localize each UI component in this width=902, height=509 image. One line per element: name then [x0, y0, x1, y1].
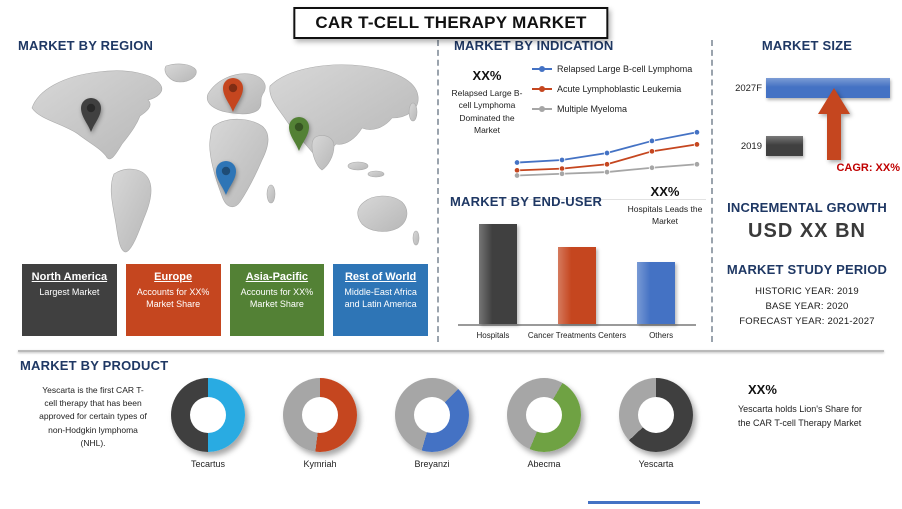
indication-legend: Relapsed Large B-cell Lymphoma Acute Lym…	[532, 64, 712, 124]
year-label-2019: 2019	[740, 141, 762, 152]
product-callout-percent: XX%	[748, 382, 777, 397]
region-name: Europe	[154, 271, 193, 283]
product-callout-text: Yescarta holds Lion's Share for the CAR …	[738, 404, 862, 428]
donut-chart-abecma	[507, 378, 581, 452]
legend-label: Relapsed Large B-cell Lymphoma	[557, 64, 693, 74]
region-desc: Middle-East Africa and Latin America	[344, 287, 417, 309]
map-pin-north-america	[81, 98, 101, 132]
forecast-year-line: FORECAST YEAR: 2021-2027	[739, 316, 875, 327]
map-pin-europe	[223, 78, 243, 112]
bar-others	[637, 262, 676, 324]
separator-horizontal	[18, 350, 884, 352]
historic-year-line: HISTORIC YEAR: 2019	[755, 286, 859, 297]
donut-chart-tecartus	[171, 378, 245, 452]
legend-item-multiple-myeloma: Multiple Myeloma	[532, 104, 712, 114]
market-study-period-header: MARKET STUDY PERIOD	[726, 262, 888, 277]
region-box-north-america: North America Largest Market	[22, 264, 117, 336]
incremental-growth-value: USD XX BN	[748, 220, 866, 242]
product-callout: XX% Yescarta holds Lion's Share for the …	[738, 382, 870, 431]
donut-label: Tecartus	[190, 459, 225, 469]
region-boxes: North America Largest Market Europe Acco…	[22, 264, 428, 336]
market-by-product-header: MARKET BY PRODUCT	[20, 358, 169, 373]
line-marker-icon	[532, 85, 552, 93]
map-pin-asia-pacific	[289, 117, 309, 151]
page-title: CAR T-CELL THERAPY MARKET	[293, 7, 609, 39]
bar-cancer-treatment-centers	[557, 247, 596, 324]
donut-chart-yescarta	[619, 378, 693, 452]
region-box-rest-of-world: Rest of World Middle-East Africa and Lat…	[333, 264, 428, 336]
bar-label-others: Others	[649, 331, 674, 340]
market-by-indication-header: MARKET BY INDICATION	[454, 38, 614, 53]
region-name: North America	[31, 271, 108, 283]
bar-label-cancer-treatment-centers: Cancer Treatments Centers	[527, 331, 627, 340]
donut-item-breyanzi: Breyanzi	[392, 378, 472, 469]
market-by-region-header: MARKET BY REGION	[18, 38, 154, 53]
region-name: Rest of World	[344, 271, 417, 283]
end-user-callout: XX% Hospitals Leads the Market	[620, 184, 710, 228]
legend-label: Multiple Myeloma	[557, 104, 628, 114]
donut-item-abecma: Abecma	[504, 378, 584, 469]
donut-chart-kymriah	[283, 378, 357, 452]
footer-accent-line	[588, 501, 700, 504]
market-size-header: MARKET SIZE	[761, 38, 853, 53]
separator-dashed-right	[711, 40, 713, 342]
world-map	[18, 56, 432, 261]
product-donut-charts: Tecartus Kymriah Breyanzi Abecma Yescart…	[168, 378, 696, 469]
cagr-label: CAGR: XX%	[836, 162, 900, 174]
market-study-period-lines: HISTORIC YEAR: 2019 BASE YEAR: 2020 FORE…	[714, 284, 900, 329]
donut-item-yescarta: Yescarta	[616, 378, 696, 469]
market-size-bar-chart: 2027F 2019 CAGR: XX%	[714, 66, 900, 196]
line-marker-icon	[532, 65, 552, 73]
base-year-line: BASE YEAR: 2020	[765, 301, 849, 312]
legend-item-relapsed-lymphoma: Relapsed Large B-cell Lymphoma	[532, 64, 712, 74]
donut-chart-breyanzi	[395, 378, 469, 452]
donut-label: Kymriah	[303, 459, 337, 469]
end-user-callout-text: Hospitals Leads the Market	[627, 204, 703, 227]
region-box-asia-pacific: Asia-Pacific Accounts for XX% Market Sha…	[229, 264, 325, 336]
donut-label: Breyanzi	[414, 459, 450, 469]
donut-label: Abecma	[527, 459, 561, 469]
market-by-end-user-header: MARKET BY END-USER	[450, 194, 603, 209]
indication-callout: XX% Relapsed Large B-cell Lymphoma Domin…	[448, 68, 526, 136]
indication-callout-text: Relapsed Large B-cell Lymphoma Dominated…	[451, 88, 523, 135]
section-market-by-product: MARKET BY PRODUCT Yescarta is the first …	[0, 352, 902, 509]
bar-2019	[766, 136, 804, 156]
section-indication-enduser: MARKET BY INDICATION XX% Relapsed Large …	[444, 38, 712, 342]
legend-item-acute-leukemia: Acute Lymphoblastic Leukemia	[532, 84, 712, 94]
indication-line-chart	[508, 129, 706, 200]
section-market-by-region: MARKET BY REGION	[18, 38, 432, 342]
year-label-2027f: 2027F	[735, 83, 762, 94]
donut-item-tecartus: Tecartus	[168, 378, 248, 469]
donut-label: Yescarta	[638, 459, 674, 469]
separator-dashed-left	[437, 40, 439, 342]
bar-label-hospitals: Hospitals	[476, 331, 510, 340]
indication-callout-percent: XX%	[472, 68, 502, 83]
end-user-bar-labels: Hospitals Cancer Treatments Centers Othe…	[458, 331, 696, 340]
bar-2027f	[766, 78, 890, 98]
region-desc: Accounts for XX% Market Share	[136, 287, 210, 309]
region-name: Asia-Pacific	[245, 271, 309, 283]
end-user-bar-chart	[458, 224, 696, 326]
region-box-europe: Europe Accounts for XX% Market Share	[125, 264, 221, 336]
map-pin-rest-of-world	[216, 161, 236, 195]
section-market-size: MARKET SIZE 2027F 2019 CAGR: XX% INCREME…	[714, 38, 900, 342]
region-desc: Largest Market	[39, 287, 100, 297]
growth-arrow-icon	[818, 88, 850, 160]
product-note: Yescarta is the first CAR T-cell therapy…	[39, 385, 147, 448]
donut-item-kymriah: Kymriah	[280, 378, 360, 469]
end-user-callout-percent: XX%	[650, 184, 680, 199]
bar-hospitals	[478, 224, 517, 324]
line-marker-icon	[532, 105, 552, 113]
legend-label: Acute Lymphoblastic Leukemia	[557, 84, 682, 94]
incremental-growth-header: INCREMENTAL GROWTH	[727, 200, 887, 215]
region-desc: Accounts for XX% Market Share	[240, 287, 314, 309]
